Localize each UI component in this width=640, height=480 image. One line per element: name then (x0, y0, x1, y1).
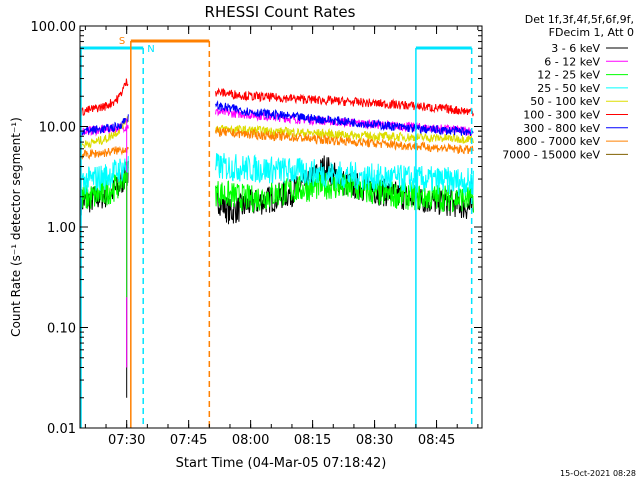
legend-entry-label: 7000 - 15000 keV (502, 148, 600, 161)
series-line-7-before-saa (80, 145, 129, 160)
x-tick-label: 08:30 (356, 433, 393, 448)
legend-entry-label: 3 - 6 keV (551, 42, 600, 55)
annotation-layer: SN (80, 36, 473, 428)
night-label: N (147, 44, 154, 55)
legend-header: Det 1f,3f,4f,5f,6f,9f, FDecim 1, Att 0 (525, 13, 634, 39)
legend-header-line-1: Det 1f,3f,4f,5f,6f,9f, (525, 13, 634, 26)
x-tick-label: 08:15 (294, 433, 331, 448)
series-line-3-after-saa (215, 153, 474, 197)
series-line-2-after-saa (215, 171, 474, 213)
x-tick-label: 07:45 (170, 433, 207, 448)
x-tick-label: 08:45 (418, 433, 455, 448)
x-axis: 07:30 07:45 08:00 08:15 08:30 08:45 (84, 26, 479, 448)
legend-entry-label: 25 - 50 keV (537, 82, 600, 95)
legend-entry-label: 6 - 12 keV (544, 55, 600, 68)
chart-title: RHESSI Count Rates (205, 3, 356, 21)
y-tick-label: 100.00 (31, 20, 77, 35)
legend-entry-label: 800 - 7000 keV (516, 135, 600, 148)
series-line-2-before-saa (80, 161, 129, 210)
y-axis-label: Count Rate (s⁻¹ detector segment⁻¹) (9, 117, 23, 337)
legend-header-line-2: FDecim 1, Att 0 (549, 26, 634, 39)
x-tick-label: 08:00 (232, 433, 269, 448)
series-line-6-after-saa (215, 100, 474, 136)
legend-entry-label: 100 - 300 keV (523, 109, 600, 122)
y-axis: 0.01 0.10 1.00 10.00 100.00 (31, 20, 482, 437)
y-tick-label: 1.00 (47, 221, 76, 236)
y-tick-label: 0.10 (47, 322, 76, 337)
series-line-3-before-saa (80, 156, 129, 195)
y-tick-label: 10.00 (39, 121, 76, 136)
legend-entry-label: 300 - 800 keV (523, 122, 600, 135)
saa-label: S (119, 36, 125, 47)
legend-entry-label: 50 - 100 keV (530, 95, 600, 108)
legend-entry-label: 12 - 25 keV (537, 69, 600, 82)
series-line-5-before-saa (80, 78, 129, 116)
series-line-6-before-saa (80, 114, 129, 136)
series-layer (80, 78, 474, 398)
series-line-5-after-saa (215, 87, 474, 117)
series-line-4-after-saa (215, 124, 474, 144)
x-tick-label: 07:30 (108, 433, 145, 448)
series-line-7-after-saa (215, 125, 474, 155)
footer-timestamp: 15-Oct-2021 08:28 (560, 469, 636, 478)
x-axis-label: Start Time (04-Mar-05 07:18:42) (176, 456, 387, 471)
y-tick-label: 0.01 (47, 422, 76, 437)
